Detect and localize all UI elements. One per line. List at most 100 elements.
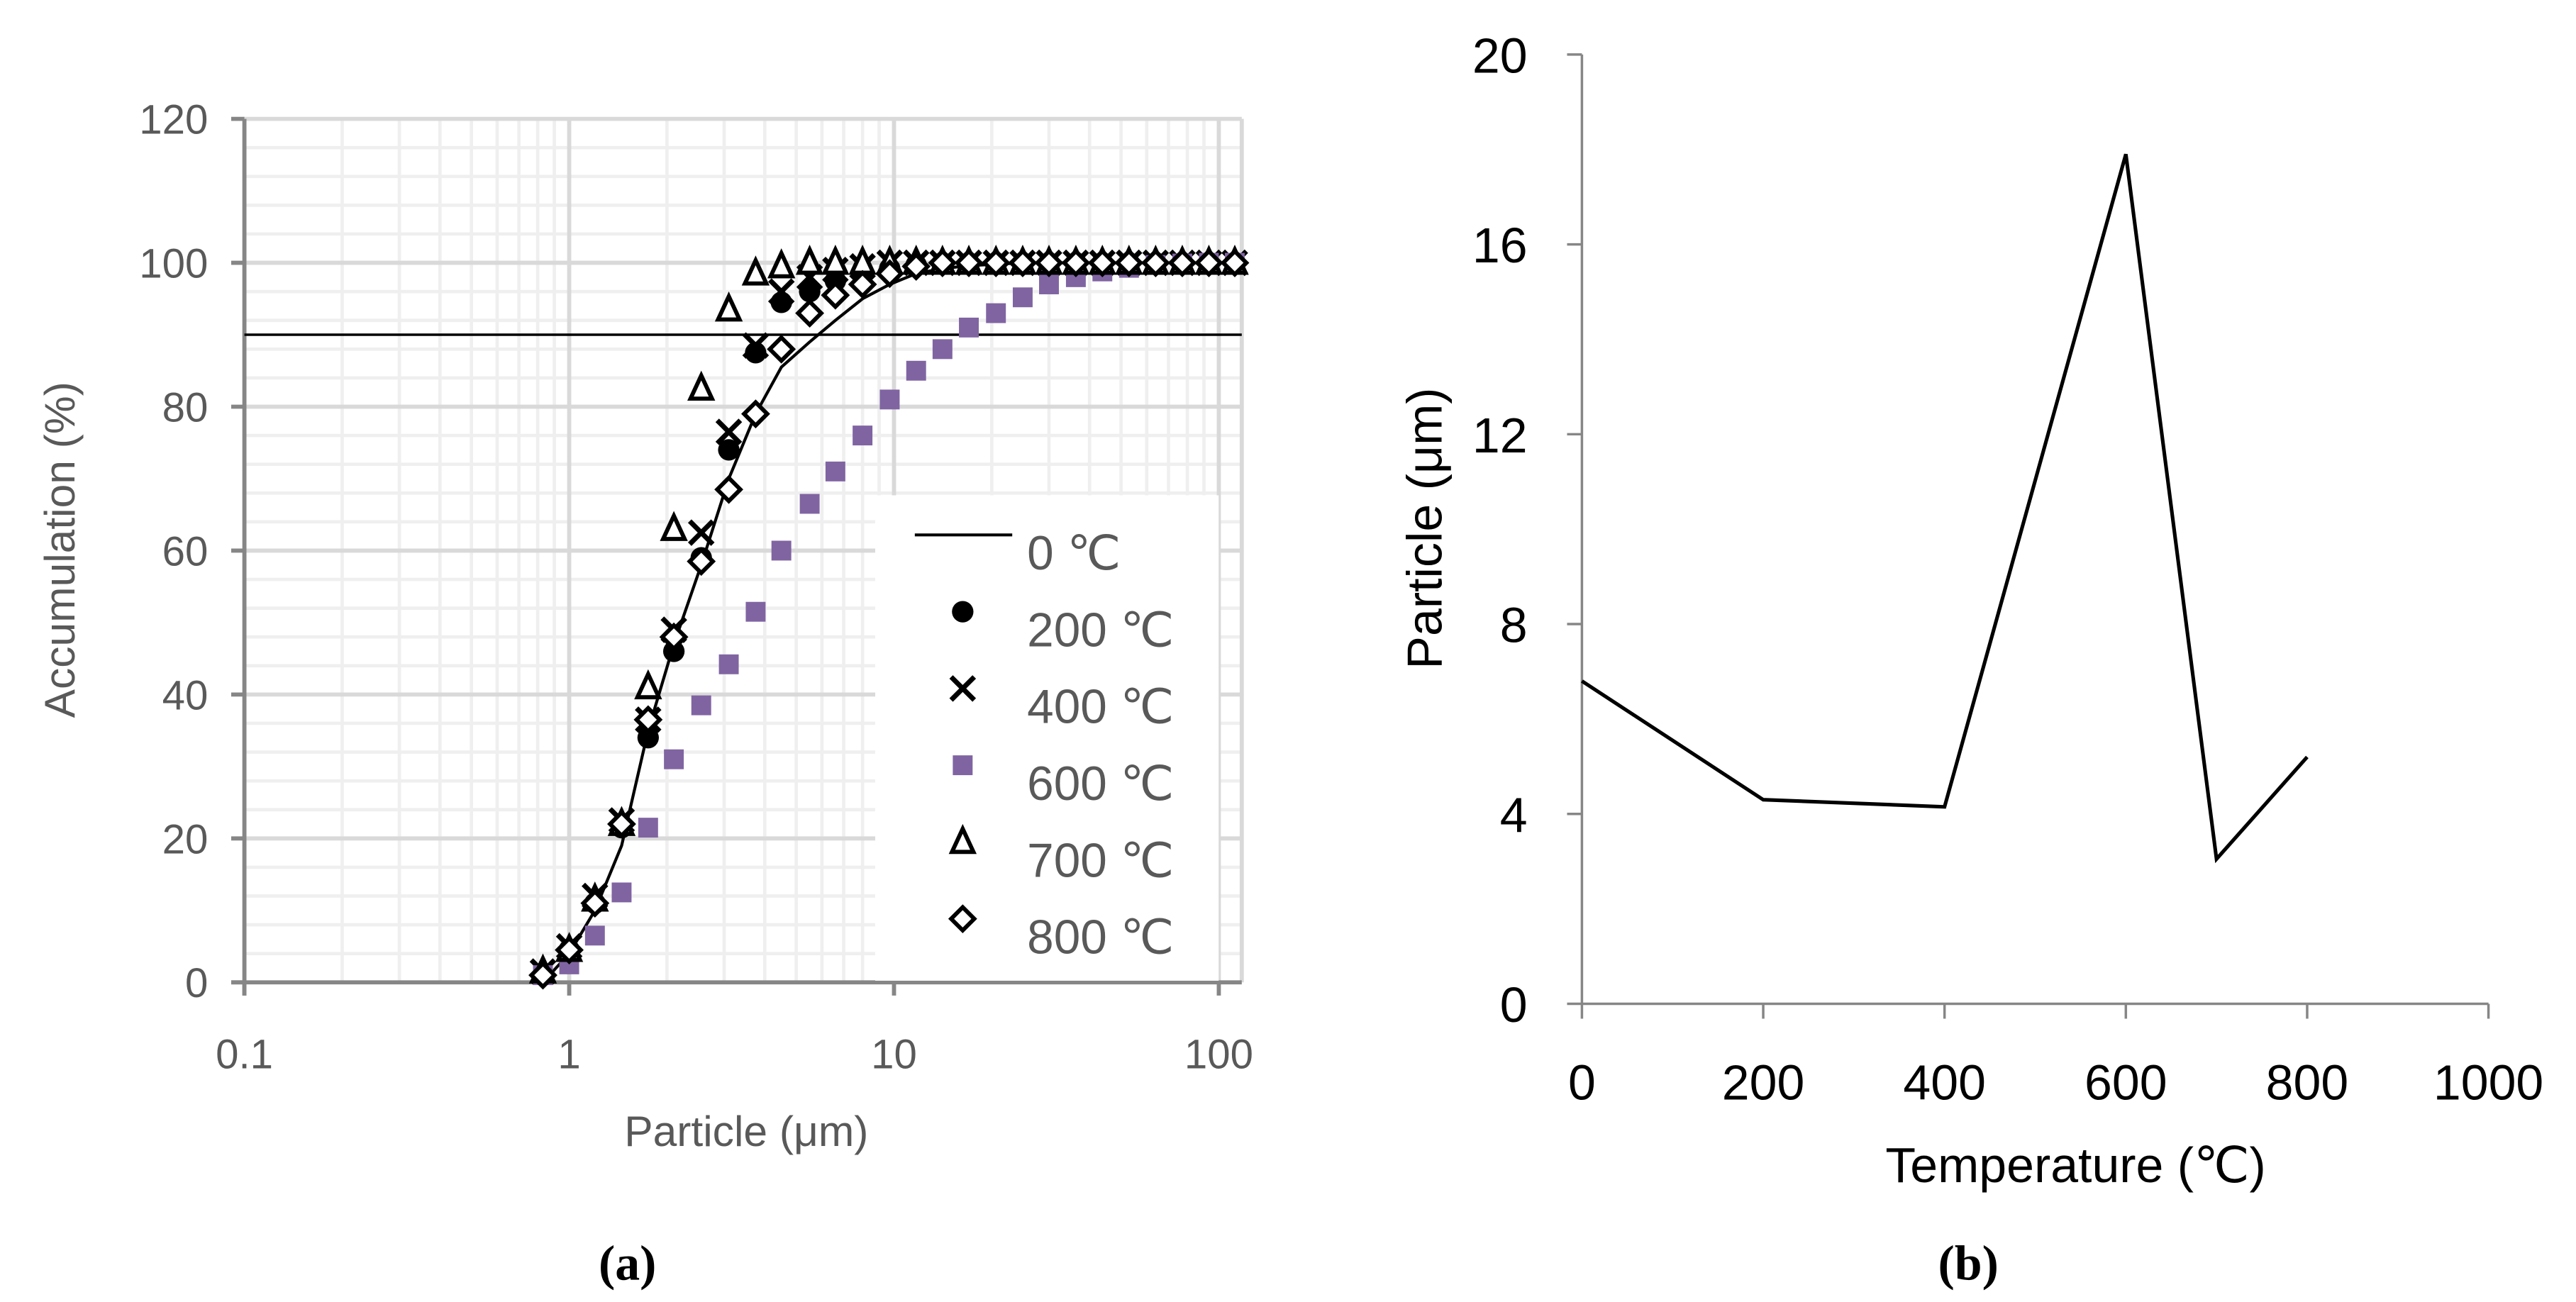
- chart-a-axes: 0 20 40 60 80 100 120 0.1 1 10 100: [139, 97, 1253, 1078]
- series-400C-point: [687, 519, 715, 546]
- series-800C-point: [848, 269, 877, 299]
- series-700C-point: [714, 291, 743, 322]
- series-800C-point: [633, 705, 663, 735]
- series-700C-point: [660, 511, 688, 541]
- series-600C-point: [745, 601, 766, 622]
- series-400C-point: [715, 418, 743, 445]
- series-600C-point: [959, 317, 979, 338]
- series-700C-point: [767, 248, 796, 279]
- x-tick-label: 400: [1903, 1055, 1986, 1111]
- legend-x-symbol: [949, 675, 977, 702]
- y-tick-label: 60: [162, 528, 209, 574]
- chart-a: 0 20 40 60 80 100 120 0.1 1 10 100 0 ℃ 200 ℃ 400 ℃ 60…: [35, 97, 1253, 1291]
- legend-label: 700 ℃: [1027, 834, 1174, 887]
- legend-label: 400 ℃: [1027, 681, 1174, 734]
- chart-b-marks: [1581, 153, 2309, 864]
- series-800C-point: [875, 259, 904, 289]
- series-800C-point: [767, 334, 796, 364]
- series-200C-point: [745, 342, 767, 364]
- y-tick-label: 16: [1472, 218, 1528, 273]
- y-tick-label: 0: [1500, 977, 1528, 1033]
- chart-a-marks: [528, 245, 1250, 990]
- series-600C-point: [771, 540, 792, 561]
- series-700C-point: [741, 255, 770, 286]
- series-700C-point: [848, 245, 877, 275]
- series-700C-point: [634, 669, 662, 700]
- series-800C-point: [1034, 248, 1064, 277]
- y-tick-label: 80: [162, 384, 209, 430]
- x-tick-label: 1: [557, 1031, 580, 1077]
- series-400C-point: [767, 278, 795, 305]
- x-tick-label: 0: [1568, 1055, 1596, 1111]
- series-800C-point: [1087, 248, 1117, 277]
- y-tick-label: 120: [139, 97, 208, 143]
- y-tick-label: 0: [185, 960, 208, 1006]
- series-600C-point: [718, 654, 739, 674]
- series-600C-point: [664, 749, 684, 769]
- series-800C-point: [714, 474, 743, 504]
- series-800C-point: [1140, 248, 1170, 277]
- series-800C-point: [954, 248, 984, 277]
- series-700C-point: [795, 245, 824, 275]
- legend-diamond-symbol: [948, 904, 977, 934]
- x-tick-label: 100: [1184, 1031, 1253, 1077]
- chart-a-ylabel: Accumulation (%): [35, 382, 84, 718]
- series-800C-point: [795, 299, 825, 328]
- chart-a-legend: 0 ℃ 200 ℃ 400 ℃ 600 ℃ 700 ℃ 800 ℃: [875, 495, 1219, 981]
- x-tick-label: 10: [871, 1031, 917, 1077]
- series-400C-point: [742, 332, 770, 360]
- series-800C-point: [687, 547, 716, 577]
- legend-label: 0 ℃: [1027, 527, 1121, 580]
- series-600C-point: [853, 425, 873, 446]
- series-600C-point: [584, 925, 605, 946]
- y-tick-label: 20: [1472, 28, 1528, 83]
- y-tick-label: 100: [139, 241, 208, 287]
- y-tick-label: 12: [1472, 408, 1528, 463]
- chart-b-ylabel: Particle (μm): [1397, 387, 1453, 669]
- series-600C-point: [638, 818, 658, 838]
- series-800C-point: [607, 809, 636, 839]
- series-800C-point: [901, 252, 931, 282]
- series-800C-point: [1220, 248, 1250, 277]
- series-600C-point: [986, 303, 1006, 323]
- series-600C-point: [799, 494, 820, 514]
- x-tick-label: 800: [2266, 1055, 2349, 1111]
- series-600C-point: [1039, 274, 1059, 294]
- x-tick-label: 0.1: [216, 1031, 273, 1077]
- y-tick-label: 20: [162, 816, 209, 862]
- series-800C-point: [659, 622, 689, 652]
- legend-triangle-symbol: [948, 823, 977, 855]
- series-800C-point: [528, 960, 557, 990]
- series-600C-point: [1012, 287, 1033, 308]
- series-800C-point: [1114, 248, 1144, 277]
- series-700C-point: [821, 245, 850, 275]
- legend-circle-symbol: [952, 601, 974, 623]
- chart-a-panel-label: (a): [599, 1236, 656, 1291]
- series-600C-point: [932, 339, 953, 360]
- legend-label: 200 ℃: [1027, 603, 1174, 657]
- series-800C: [528, 248, 1250, 990]
- series-200C-point: [637, 727, 659, 749]
- chart-b-panel-label: (b): [1938, 1236, 1999, 1291]
- legend-square-symbol: [953, 755, 973, 776]
- series-600C-point: [691, 695, 711, 716]
- chart-b-xlabel: Temperature (℃): [1885, 1137, 2265, 1193]
- series-800C-point: [741, 399, 770, 429]
- series-800C-point: [1008, 248, 1038, 277]
- series-600C-point: [825, 461, 845, 482]
- series-800C-point: [555, 935, 584, 965]
- series-600C-point: [906, 360, 926, 381]
- series-800C-point: [1167, 248, 1197, 277]
- series-200C-point: [799, 281, 821, 303]
- series-particle-line: [1581, 153, 2309, 864]
- series-800C-point: [981, 248, 1011, 277]
- y-tick-label: 8: [1500, 598, 1528, 653]
- legend-label: 600 ℃: [1027, 757, 1174, 811]
- series-600C-point: [611, 882, 632, 903]
- x-tick-label: 200: [1722, 1055, 1805, 1111]
- series-800C-point: [1061, 248, 1091, 277]
- series-800C-point: [821, 280, 850, 310]
